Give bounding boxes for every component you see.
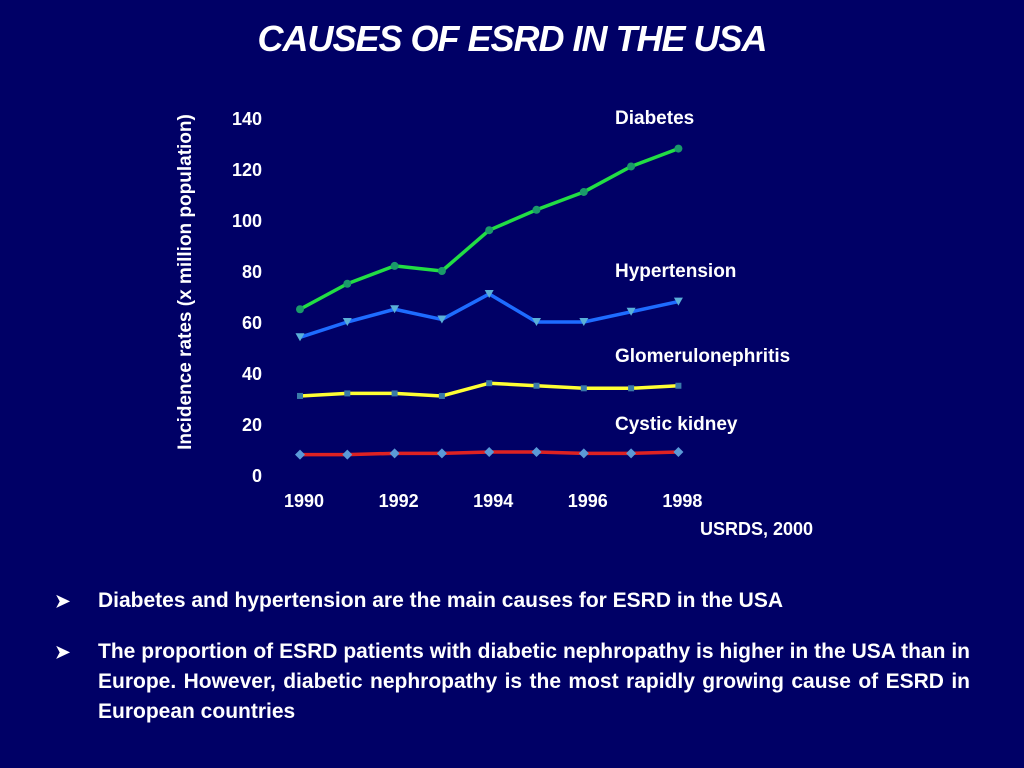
bullet-text: Diabetes and hypertension are the main c… bbox=[98, 589, 784, 612]
y-axis-label: Incidence rates (x million population) bbox=[175, 114, 196, 450]
x-tick-label: 1990 bbox=[284, 491, 324, 511]
data-point-diabetes bbox=[532, 205, 541, 214]
data-point-cystic-kidney bbox=[342, 449, 353, 460]
data-point-diabetes bbox=[437, 267, 446, 275]
y-tick-label: 60 bbox=[242, 313, 262, 333]
data-point-cystic-kidney bbox=[673, 447, 684, 458]
data-point-glomerulonephritis bbox=[533, 382, 540, 389]
data-point-hypertension bbox=[295, 333, 305, 342]
data-point-hypertension bbox=[342, 318, 352, 326]
data-point-glomerulonephritis bbox=[391, 390, 398, 397]
series-label: Diabetes bbox=[615, 108, 694, 129]
line-chart: Incidence rates (x million population) 0… bbox=[175, 108, 813, 539]
y-tick-label: 20 bbox=[242, 415, 262, 435]
series-line-hypertension bbox=[299, 292, 679, 339]
data-point-hypertension bbox=[579, 318, 589, 326]
data-point-glomerulonephritis bbox=[675, 382, 682, 389]
series-label: Cystic kidney bbox=[615, 414, 738, 435]
bullet-item: ➤ Diabetes and hypertension are the main… bbox=[55, 586, 970, 616]
data-point-hypertension bbox=[437, 315, 447, 324]
y-tick-label: 80 bbox=[242, 262, 262, 282]
x-tick-label: 1992 bbox=[379, 491, 419, 511]
series-markers bbox=[295, 144, 684, 460]
data-point-hypertension bbox=[484, 289, 494, 298]
x-axis-ticks: 1990 1992 1994 1996 1998 bbox=[284, 491, 702, 511]
data-point-cystic-kidney bbox=[531, 447, 542, 458]
data-point-hypertension bbox=[673, 297, 683, 306]
data-point-hypertension bbox=[532, 318, 541, 326]
data-point-hypertension bbox=[626, 307, 636, 316]
data-point-cystic-kidney bbox=[436, 448, 447, 459]
data-point-glomerulonephritis bbox=[297, 392, 303, 399]
data-point-diabetes bbox=[674, 144, 683, 153]
data-point-glomerulonephritis bbox=[628, 385, 635, 392]
series-lines bbox=[299, 146, 680, 457]
data-point-diabetes bbox=[485, 226, 494, 235]
y-tick-label: 0 bbox=[252, 466, 262, 486]
bullet-list: ➤ Diabetes and hypertension are the main… bbox=[55, 586, 970, 748]
data-point-diabetes bbox=[343, 279, 352, 288]
data-point-diabetes bbox=[390, 261, 399, 270]
source-citation: USRDS, 2000 bbox=[700, 519, 813, 539]
data-point-diabetes bbox=[579, 187, 588, 196]
data-point-hypertension bbox=[390, 305, 400, 314]
series-label: Glomerulonephritis bbox=[615, 346, 790, 367]
data-point-cystic-kidney bbox=[484, 447, 495, 458]
y-axis-ticks: 0 20 40 60 80 100 120 140 bbox=[232, 109, 262, 486]
arrowhead-bullet-icon: ➤ bbox=[55, 591, 71, 611]
data-point-glomerulonephritis bbox=[438, 392, 445, 399]
data-point-cystic-kidney bbox=[626, 448, 637, 459]
x-tick-label: 1998 bbox=[662, 491, 702, 511]
arrowhead-bullet-icon: ➤ bbox=[55, 642, 71, 662]
x-tick-label: 1994 bbox=[473, 491, 513, 511]
bullet-text: The proportion of ESRD patients with dia… bbox=[98, 640, 970, 723]
y-tick-label: 140 bbox=[232, 109, 262, 129]
y-tick-label: 120 bbox=[232, 160, 262, 180]
y-tick-label: 40 bbox=[242, 364, 262, 384]
series-labels: Diabetes Hypertension Glomerulonephritis Cy… bbox=[615, 108, 790, 435]
bullet-item: ➤ The proportion of ESRD patients with d… bbox=[55, 637, 970, 727]
data-point-diabetes bbox=[627, 162, 636, 171]
x-tick-label: 1996 bbox=[568, 491, 608, 511]
data-point-cystic-kidney bbox=[578, 448, 589, 459]
data-point-cystic-kidney bbox=[389, 448, 400, 459]
y-tick-label: 100 bbox=[232, 211, 262, 231]
slide-title: CAUSES OF ESRD IN THE USA bbox=[257, 18, 767, 59]
data-point-glomerulonephritis bbox=[344, 390, 351, 397]
data-point-diabetes bbox=[296, 305, 304, 314]
data-point-glomerulonephritis bbox=[486, 380, 493, 387]
series-label: Hypertension bbox=[615, 261, 736, 282]
data-point-cystic-kidney bbox=[295, 449, 305, 460]
data-point-glomerulonephritis bbox=[580, 385, 587, 392]
